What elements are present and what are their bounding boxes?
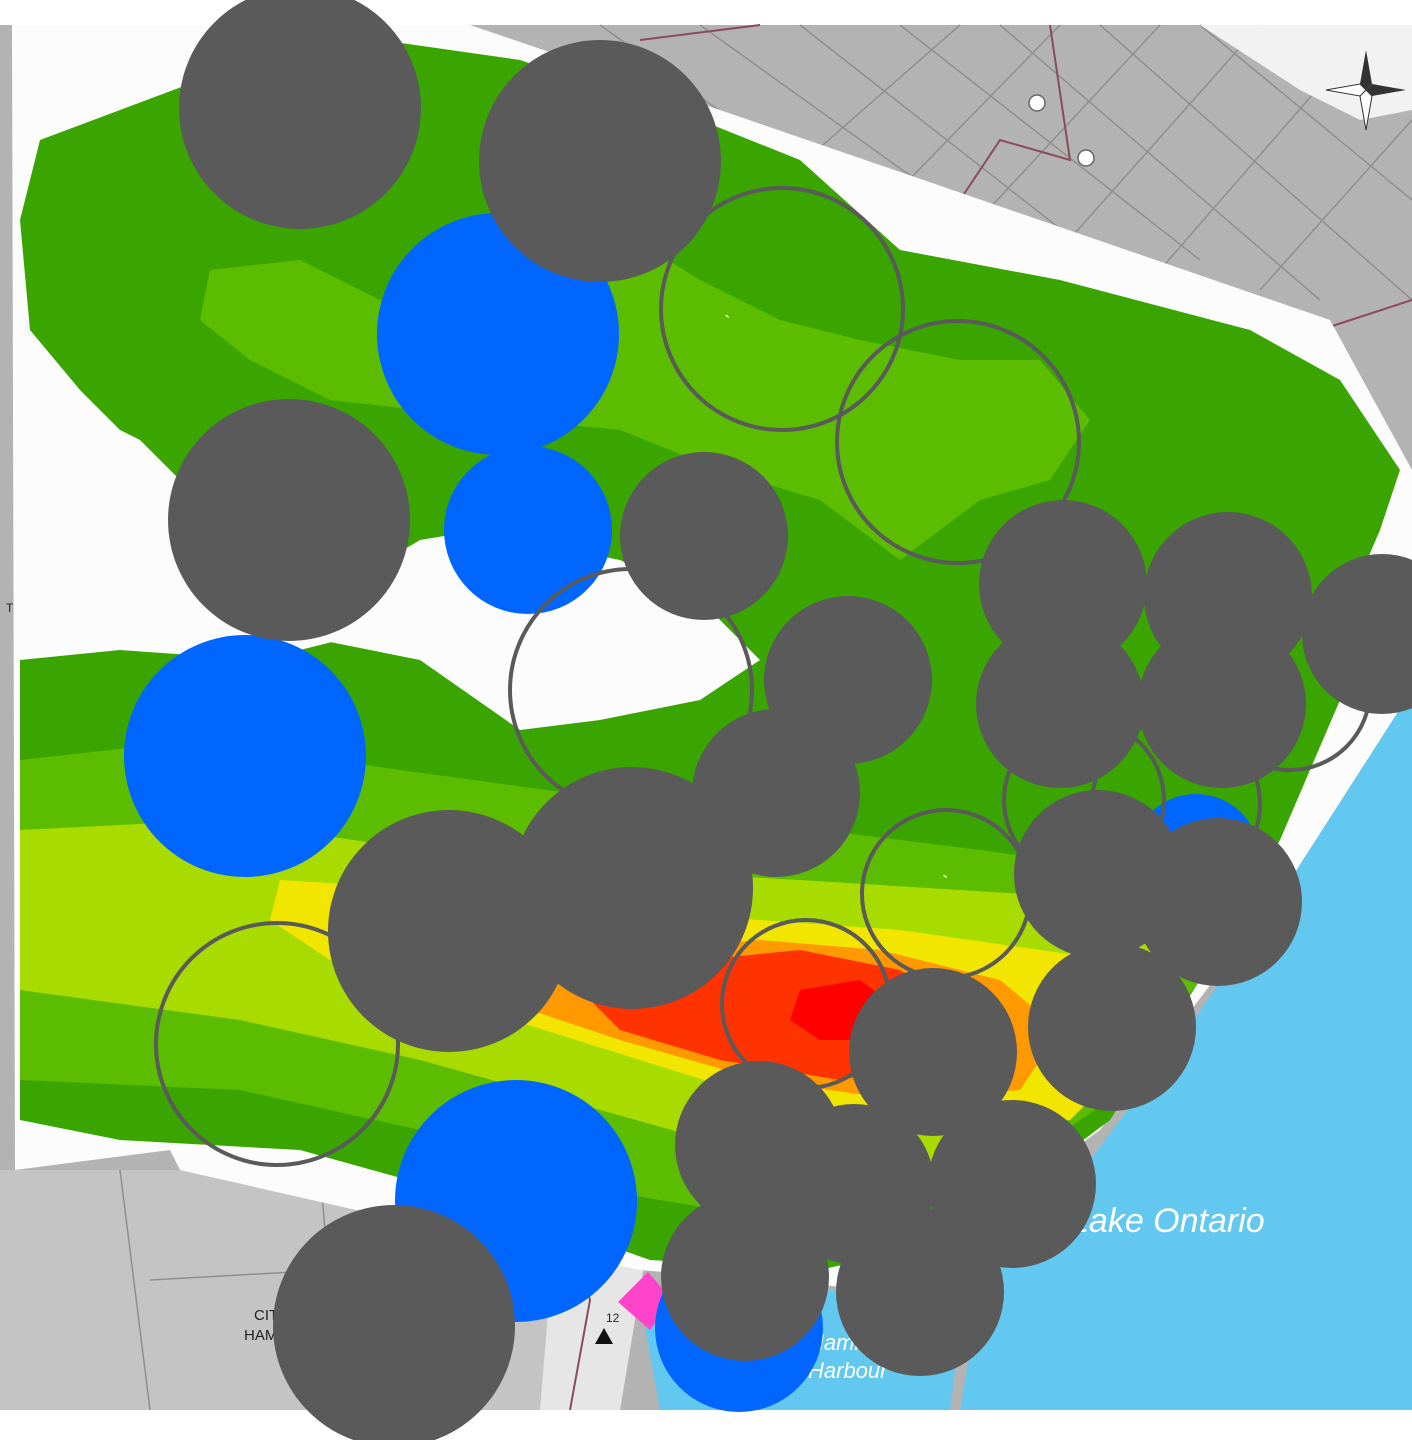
- triangle-marker-icon: [595, 1328, 613, 1344]
- gray-markers: [168, 0, 1412, 1440]
- stray-mark-1: `: [942, 873, 949, 895]
- north-arrow-icon: [1325, 50, 1406, 131]
- stray-mark-3: `: [724, 313, 731, 335]
- lake-ontario-label: Lake Ontario: [1070, 1202, 1265, 1240]
- highway-shield-icon: [1028, 94, 1095, 167]
- marker-number-label: 12: [606, 1311, 620, 1325]
- left-edge-letter: T: [6, 601, 14, 615]
